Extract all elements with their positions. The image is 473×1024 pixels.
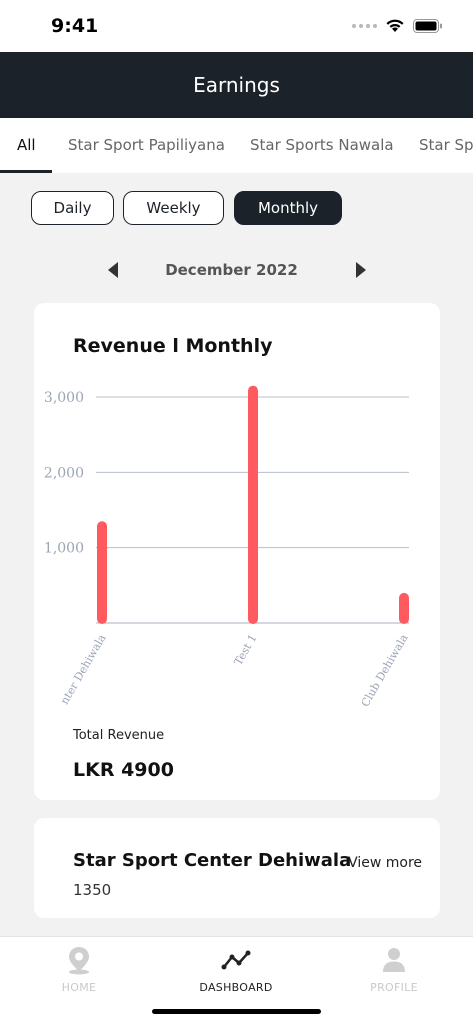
wifi-icon (386, 19, 404, 32)
y-tick-label: 2,000 (44, 465, 84, 481)
tab-star-sport-papiliyana[interactable]: Star Sport Papiliyana (68, 136, 225, 154)
app-header: Earnings (0, 52, 473, 118)
next-month-arrow-icon[interactable] (356, 262, 366, 278)
total-revenue-value: LKR 4900 (73, 759, 174, 781)
bar[interactable] (248, 385, 258, 624)
active-tab-indicator (0, 170, 52, 173)
battery-icon (413, 18, 442, 33)
month-label: December 2022 (165, 261, 298, 279)
x-tick-label: Test 1 (232, 632, 260, 668)
venue-tabs: All Star Sport Papiliyana Star Sports Na… (0, 118, 473, 173)
bar[interactable] (399, 592, 409, 624)
page-title: Earnings (193, 73, 280, 97)
trend-line-icon (221, 950, 251, 970)
tab-star-sports-nawala[interactable]: Star Sports Nawala (250, 136, 394, 154)
month-navigator: December 2022 (0, 258, 473, 282)
venue-revenue-value: 1350 (73, 881, 112, 899)
bar[interactable] (97, 521, 107, 624)
nav-profile[interactable]: PROFILE (334, 945, 454, 994)
nav-home[interactable]: HOME (19, 945, 139, 994)
total-revenue-label: Total Revenue (73, 728, 165, 743)
nav-profile-label: PROFILE (370, 981, 418, 994)
cellular-signal-icon (352, 23, 377, 28)
home-indicator (152, 1009, 321, 1014)
x-tick-label: nter Dehiwala (58, 632, 109, 707)
nav-dashboard[interactable]: DASHBOARD (176, 945, 296, 994)
monthly-button[interactable]: Monthly (234, 191, 342, 225)
tab-star-sports-club-dehiwala[interactable]: Star Sports Club Dehiwala (419, 136, 473, 154)
chart-title: Revenue l Monthly (73, 335, 273, 357)
venue-name: Star Sport Center Dehiwala (73, 850, 352, 871)
daily-button[interactable]: Daily (31, 191, 114, 225)
previous-month-arrow-icon[interactable] (108, 262, 118, 278)
revenue-card: Revenue l Monthly 1,000 2,000 3,000 nter De… (34, 303, 440, 800)
view-more-link[interactable]: View more (348, 855, 422, 871)
x-tick-label: Club Dehiwala (359, 632, 411, 709)
location-pin-icon (69, 947, 89, 975)
person-icon (383, 948, 405, 972)
nav-home-label: HOME (61, 981, 97, 994)
weekly-button[interactable]: Weekly (123, 191, 224, 225)
venue-summary-card[interactable]: Star Sport Center Dehiwala View more 135… (34, 818, 440, 918)
status-time: 9:41 (51, 15, 99, 37)
nav-dashboard-label: DASHBOARD (199, 981, 273, 994)
y-tick-label: 3,000 (44, 390, 84, 406)
tab-all[interactable]: All (17, 136, 36, 154)
status-bar: 9:41 (0, 0, 473, 52)
y-tick-label: 1,000 (44, 541, 84, 557)
status-icons (352, 18, 443, 33)
revenue-bar-chart: 1,000 2,000 3,000 nter Dehiwala Test 1 Club D… (44, 385, 411, 709)
